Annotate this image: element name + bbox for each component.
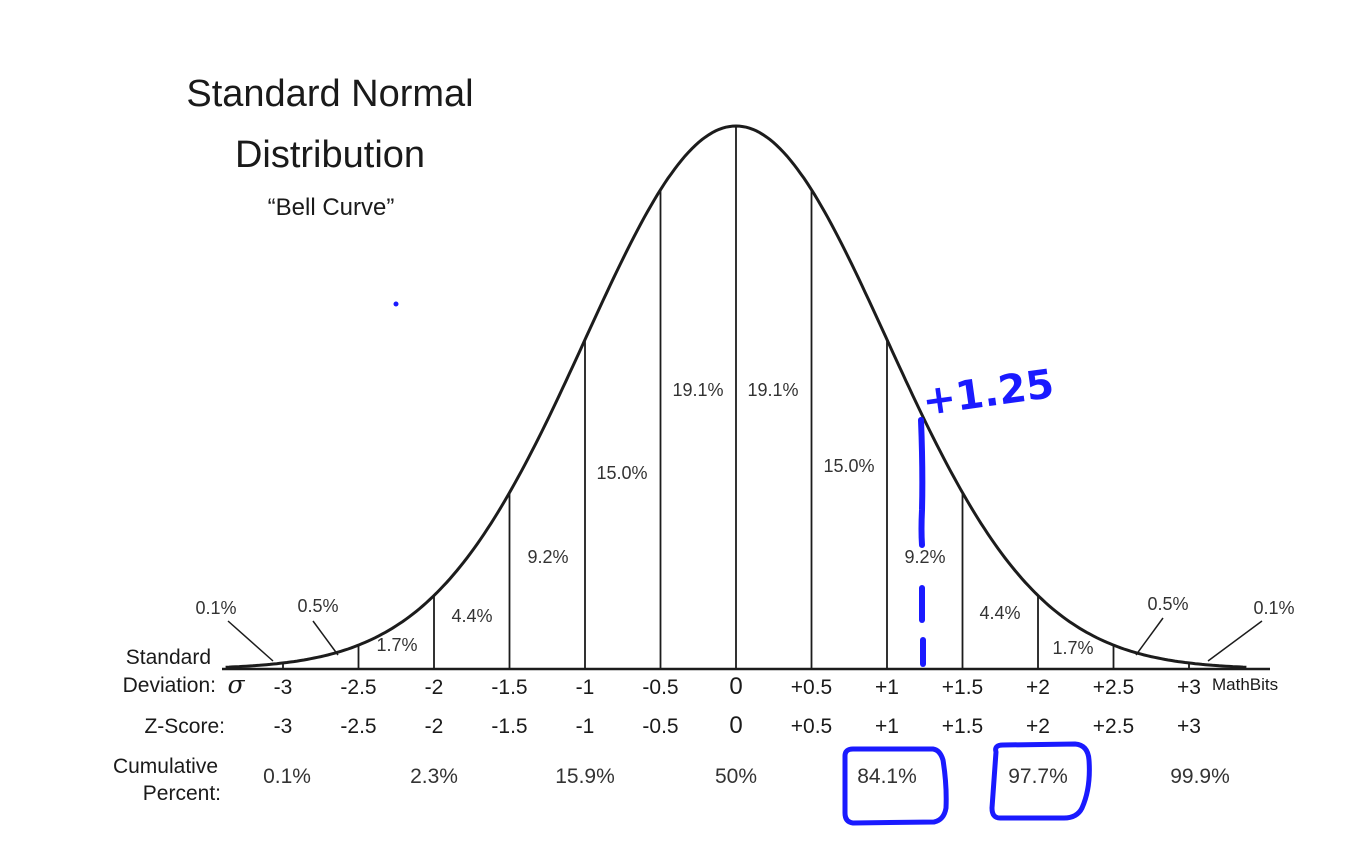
region-label-12: 1.7% xyxy=(1052,638,1093,658)
sd-tick-12: +3 xyxy=(1177,676,1201,699)
sd-tick-4: -1 xyxy=(576,676,595,699)
region-label-2: 0.5% xyxy=(297,596,338,616)
region-label-7: 19.1% xyxy=(672,380,723,400)
title-line-2: Distribution xyxy=(235,134,425,176)
z-tick-6: 0 xyxy=(729,712,742,739)
z-tick-0: -3 xyxy=(274,715,293,738)
z-tick-7: +0.5 xyxy=(791,715,832,738)
region-label-5: 9.2% xyxy=(527,547,568,567)
cumulative-value-5: 97.7% xyxy=(1008,765,1068,788)
sd-row-label-line-1: Standard xyxy=(126,646,211,669)
annotation-line-upper xyxy=(918,417,926,548)
sd-tick-7: +0.5 xyxy=(791,676,832,699)
sd-tick-3: -1.5 xyxy=(491,676,527,699)
sigma-symbol: σ xyxy=(227,670,245,699)
cumulative-value-4: 84.1% xyxy=(857,765,917,788)
sd-tick-5: -0.5 xyxy=(642,676,678,699)
region-label-3: 1.7% xyxy=(376,635,417,655)
cumulative-value-6: 99.9% xyxy=(1170,765,1230,788)
bell-curve-layer xyxy=(222,124,1270,671)
sd-tick-9: +1.5 xyxy=(942,676,983,699)
region-label-14: 0.1% xyxy=(1253,598,1294,618)
z-tick-4: -1 xyxy=(576,715,595,738)
highlight-box-97.7 xyxy=(989,741,1092,821)
z-tick-10: +2 xyxy=(1026,715,1050,738)
leader-line-right-0.5 xyxy=(1135,617,1164,656)
sd-tick-0: -3 xyxy=(274,676,293,699)
cumulative-value-0: 0.1% xyxy=(263,765,311,788)
region-label-9: 15.0% xyxy=(823,456,874,476)
region-label-11: 4.4% xyxy=(979,603,1020,623)
cumulative-value-3: 50% xyxy=(715,765,757,788)
stray-ink-dot xyxy=(393,301,399,307)
z-tick-3: -1.5 xyxy=(491,715,527,738)
sd-tick-10: +2 xyxy=(1026,676,1050,699)
z-tick-8: +1 xyxy=(875,715,899,738)
credit-mathbits: MathBits xyxy=(1212,675,1278,694)
sd-tick-8: +1 xyxy=(875,676,899,699)
sd-tick-row: -3 -2.5 -2 -1.5 -1 -0.5 0 +0.5 +1 +1.5 +2 +2.5 +3 xyxy=(274,673,1201,700)
leader-line-left-0.1 xyxy=(227,620,274,662)
z-score-tick-row: -3 -2.5 -2 -1.5 -1 -0.5 0 +0.5 +1 +1.5 +2 +2.5 +3 xyxy=(274,712,1201,739)
sd-tick-6: 0 xyxy=(729,673,742,700)
sd-tick-1: -2.5 xyxy=(340,676,376,699)
region-label-1: 0.1% xyxy=(195,598,236,618)
sd-row-label-line-2: Deviation: xyxy=(123,674,216,697)
sd-tick-2: -2 xyxy=(425,676,444,699)
handwritten-annotations: +1.25 xyxy=(842,361,1092,826)
region-label-10: 9.2% xyxy=(904,547,945,567)
z-tick-2: -2 xyxy=(425,715,444,738)
region-label-8: 19.1% xyxy=(747,380,798,400)
cumulative-row-label-line-1: Cumulative xyxy=(113,755,218,778)
tail-leader-lines xyxy=(227,617,1263,662)
z-tick-11: +2.5 xyxy=(1093,715,1134,738)
region-label-4: 4.4% xyxy=(451,606,492,626)
cumulative-value-1: 2.3% xyxy=(410,765,458,788)
z-score-row-label: Z-Score: xyxy=(144,715,225,738)
leader-line-left-0.5 xyxy=(312,620,339,656)
cumulative-row-label-line-2: Percent: xyxy=(143,782,221,805)
title-line-1: Standard Normal xyxy=(186,73,473,115)
cumulative-value-2: 15.9% xyxy=(555,765,615,788)
z-tick-5: -0.5 xyxy=(642,715,678,738)
region-percent-labels: 0.1% 0.5% 1.7% 4.4% 9.2% 15.0% 19.1% 19.… xyxy=(195,380,1294,658)
z-tick-12: +3 xyxy=(1177,715,1201,738)
sd-boundary-lines xyxy=(282,126,1190,669)
region-label-13: 0.5% xyxy=(1147,594,1188,614)
region-label-6: 15.0% xyxy=(596,463,647,483)
cumulative-percent-row: 0.1% 2.3% 15.9% 50% 84.1% 97.7% 99.9% xyxy=(263,765,1230,788)
subtitle: “Bell Curve” xyxy=(268,194,395,221)
highlight-box-84.1 xyxy=(842,746,949,826)
leader-line-right-0.1 xyxy=(1207,620,1263,662)
sd-tick-11: +2.5 xyxy=(1093,676,1134,699)
annotation-label: +1.25 xyxy=(920,361,1057,425)
z-tick-1: -2.5 xyxy=(340,715,376,738)
z-tick-9: +1.5 xyxy=(942,715,983,738)
